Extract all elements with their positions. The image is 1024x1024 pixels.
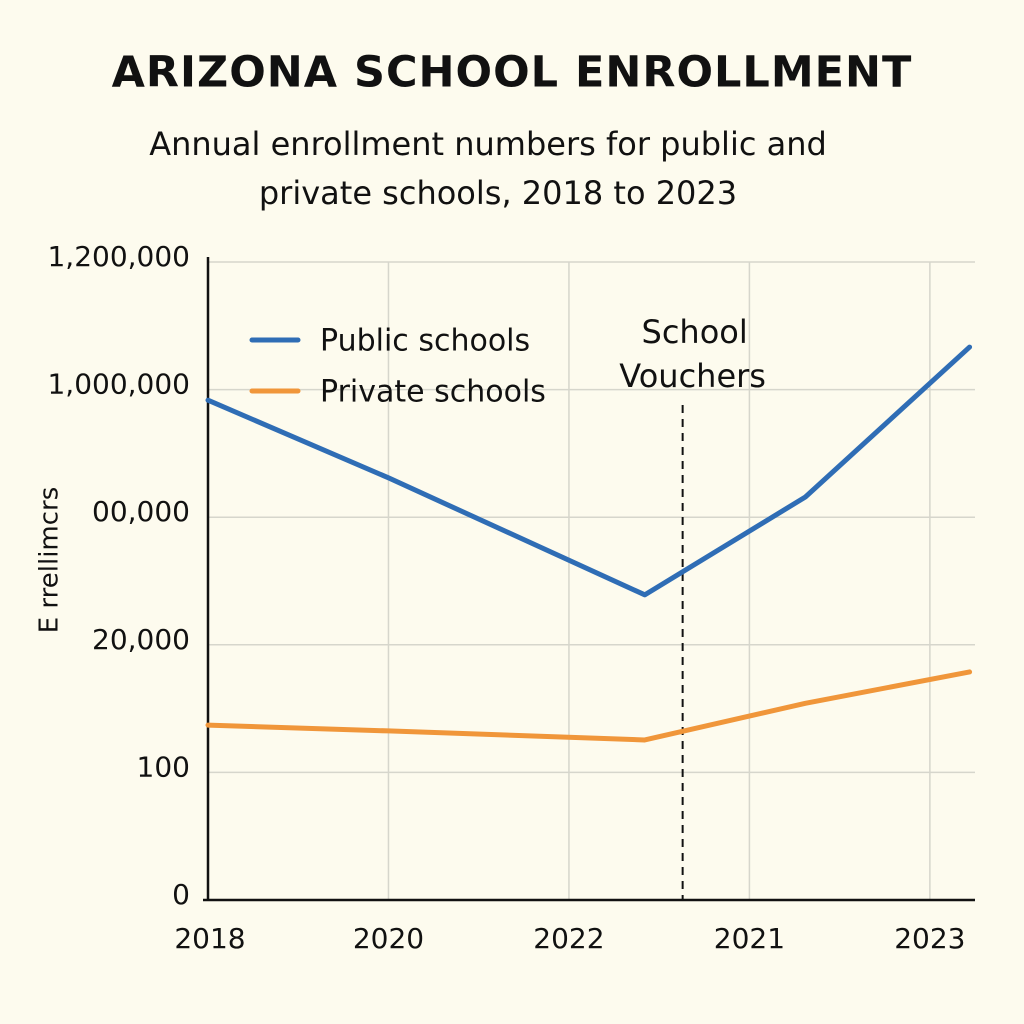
y-tick-label: 1,200,000 <box>47 240 190 273</box>
legend-label: Private schools <box>320 375 546 410</box>
y-tick-label: 20,000 <box>92 623 190 656</box>
annotation-text: Vouchers <box>619 357 766 395</box>
series-line <box>205 344 973 598</box>
annotation-text: School <box>642 313 748 351</box>
series-line <box>205 669 973 743</box>
x-tick-label: 2020 <box>353 922 424 955</box>
y-tick-label: 1,000,000 <box>47 368 190 401</box>
chart-title: ARIZONA SCHOOL ENROLLMENT <box>112 48 913 98</box>
x-tick-label: 2022 <box>533 922 604 955</box>
x-tick-label: 2023 <box>894 922 965 955</box>
subtitle: private schools, 2018 to 2023 <box>259 174 737 212</box>
x-tick-label: 2021 <box>714 922 785 955</box>
y-tick-label: 0 <box>172 878 190 911</box>
y-tick-label: 00,000 <box>92 495 190 528</box>
x-tick-label: 2018 <box>174 922 245 955</box>
legend-label: Public schools <box>320 324 530 359</box>
y-tick-label: 100 <box>137 750 190 783</box>
y-axis-label: E rrellimcrs <box>35 487 65 634</box>
subtitle: Annual enrollment numbers for public and <box>149 125 827 163</box>
